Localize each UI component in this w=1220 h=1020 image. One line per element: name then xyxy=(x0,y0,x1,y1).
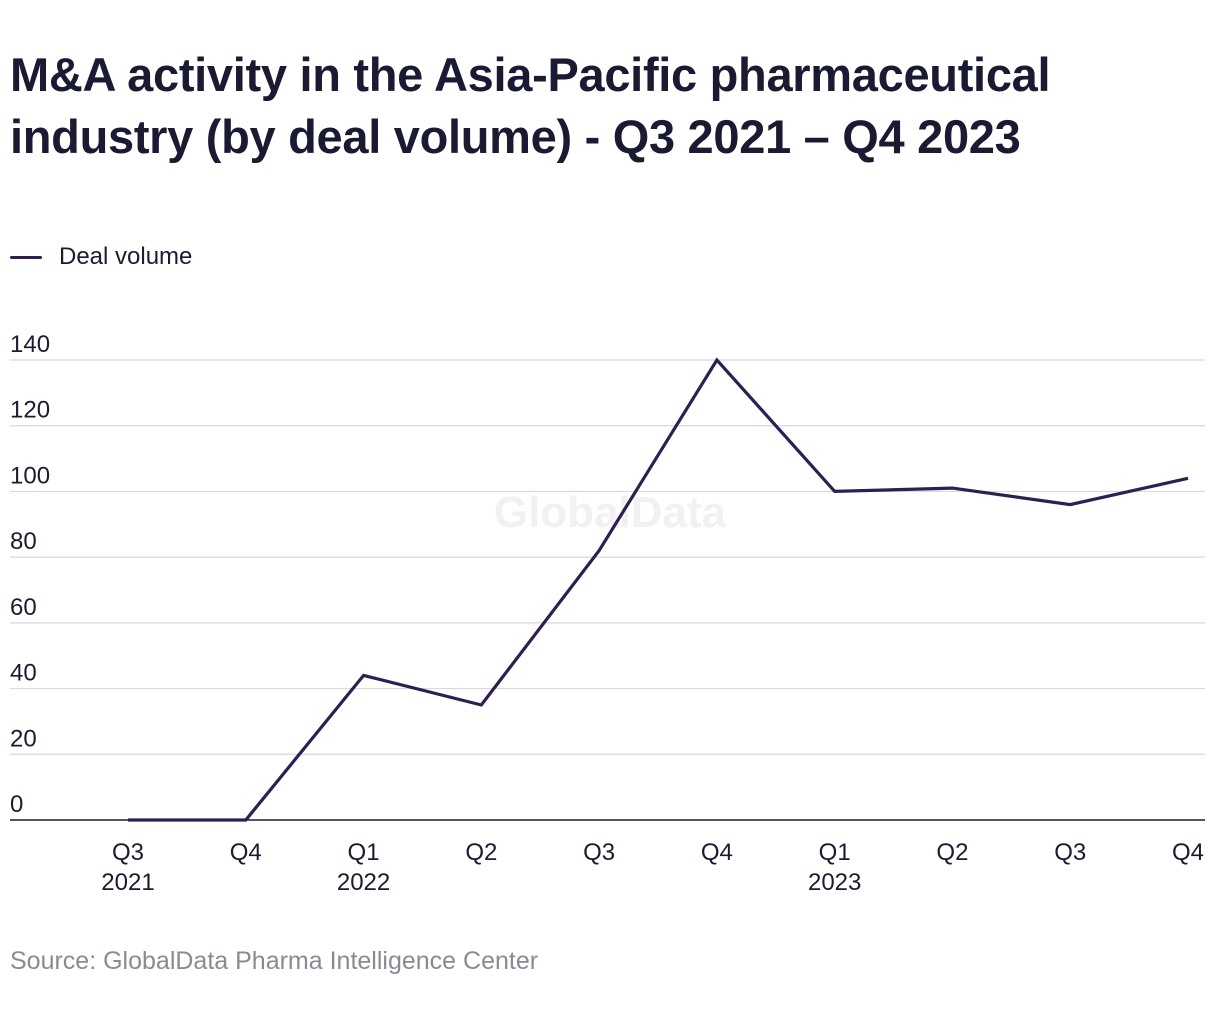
data-point xyxy=(361,672,367,678)
x-tick-label: Q1 xyxy=(819,839,851,866)
series-deal-volume xyxy=(125,357,1191,823)
y-tick-label-100: 100 xyxy=(10,462,50,489)
legend-swatch-deal-volume xyxy=(10,255,42,259)
data-point xyxy=(1185,475,1191,481)
y-tick-label-80: 80 xyxy=(10,528,37,555)
data-point xyxy=(125,817,131,823)
y-tick-label-120: 120 xyxy=(10,397,50,424)
x-tick-label: Q3 xyxy=(583,839,615,866)
x-tick-label: Q2 xyxy=(936,839,968,866)
x-tick-label: Q4 xyxy=(701,839,733,866)
data-point xyxy=(714,357,720,363)
x-tick-year-label: 2022 xyxy=(337,869,390,896)
y-axis-tick-labels: 0 20 40 60 80 100 120 140 xyxy=(10,331,50,818)
data-point xyxy=(478,702,484,708)
x-tick-label: Q4 xyxy=(230,839,262,866)
legend: Deal volume xyxy=(10,242,192,272)
x-tick-year-label: 2021 xyxy=(101,869,154,896)
data-point xyxy=(596,548,602,554)
x-tick-label: Q2 xyxy=(465,839,497,866)
data-point xyxy=(949,485,955,491)
legend-label-deal-volume: Deal volume xyxy=(59,243,193,270)
y-tick-label-140: 140 xyxy=(10,331,50,358)
y-tick-label-60: 60 xyxy=(10,594,37,621)
source-note: Source: GlobalData Pharma Intelligence C… xyxy=(10,947,539,975)
gridlines xyxy=(10,359,1205,821)
x-axis-tick-labels: Q3 2021 Q4 Q1 2022 Q2 Q3 Q4 Q1 2023 Q2 Q3 Q4 xyxy=(101,839,1204,896)
x-tick-label: Q3 xyxy=(1054,839,1086,866)
data-point xyxy=(243,817,249,823)
y-tick-label-0: 0 xyxy=(10,791,23,818)
data-point xyxy=(1067,502,1073,508)
x-tick-year-label: 2023 xyxy=(808,869,861,896)
x-tick-label: Q4 xyxy=(1172,839,1204,866)
y-tick-label-20: 20 xyxy=(10,725,37,752)
x-tick-label: Q3 xyxy=(112,839,144,866)
chart-title: M&A activity in the Asia-Pacific pharmac… xyxy=(10,48,1051,163)
watermark: GlobalData xyxy=(494,488,727,537)
data-point xyxy=(832,488,838,494)
x-tick-label: Q1 xyxy=(348,839,380,866)
y-tick-label-40: 40 xyxy=(10,660,37,687)
series-line-deal-volume xyxy=(128,357,1189,822)
